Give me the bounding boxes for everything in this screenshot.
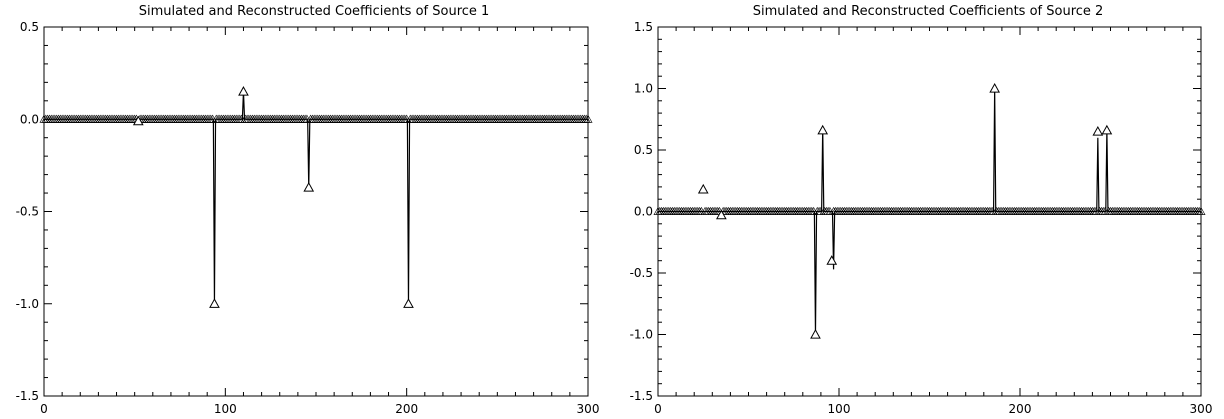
x-tick-label: 100 <box>214 402 237 416</box>
spike-triangle <box>403 298 414 308</box>
y-tick-label: -1.5 <box>16 389 39 403</box>
x-tick-label: 0 <box>654 402 662 416</box>
chart-source-2: Simulated and Reconstructed Coefficients… <box>630 4 1213 416</box>
chart-title: Simulated and Reconstructed Coefficients… <box>139 4 490 19</box>
y-tick-label: 0.0 <box>634 205 653 219</box>
y-tick-label: -0.5 <box>630 266 653 280</box>
x-tick-label: 100 <box>828 402 851 416</box>
spike-triangle <box>716 209 727 220</box>
chart-source-1: Simulated and Reconstructed Coefficients… <box>16 4 600 416</box>
spike-triangle <box>810 328 821 339</box>
spike-triangle <box>817 124 829 135</box>
spike-triangle <box>1092 126 1104 136</box>
chart-title: Simulated and Reconstructed Coefficients… <box>753 4 1104 19</box>
y-tick-label: -1.5 <box>630 389 653 403</box>
y-tick-label: 1.5 <box>634 20 653 34</box>
plot-frame <box>43 26 589 397</box>
y-tick-label: -1.0 <box>16 297 39 311</box>
x-tick-label: 300 <box>577 402 600 416</box>
y-tick-label: -1.0 <box>630 328 653 342</box>
spike-triangle <box>1101 124 1113 135</box>
y-tick-label: 0.5 <box>634 143 653 157</box>
spike-triangle <box>238 86 249 96</box>
x-tick-label: 200 <box>395 402 418 416</box>
y-tick-label: 1.0 <box>634 82 653 96</box>
spike-triangle <box>209 298 220 308</box>
y-tick-label: -0.5 <box>16 205 39 219</box>
x-tick-label: 300 <box>1190 402 1213 416</box>
spike-triangle <box>697 183 709 194</box>
x-tick-label: 200 <box>1009 402 1032 416</box>
spike-triangle <box>989 82 1001 93</box>
x-tick-label: 0 <box>40 402 48 416</box>
y-tick-label: 0.0 <box>20 112 39 126</box>
spike-triangle <box>826 255 838 265</box>
series-line <box>658 88 1201 335</box>
spike-triangle <box>132 115 144 126</box>
y-tick-label: 0.5 <box>20 20 39 34</box>
spike-triangle <box>303 181 315 192</box>
series-line <box>44 91 588 304</box>
